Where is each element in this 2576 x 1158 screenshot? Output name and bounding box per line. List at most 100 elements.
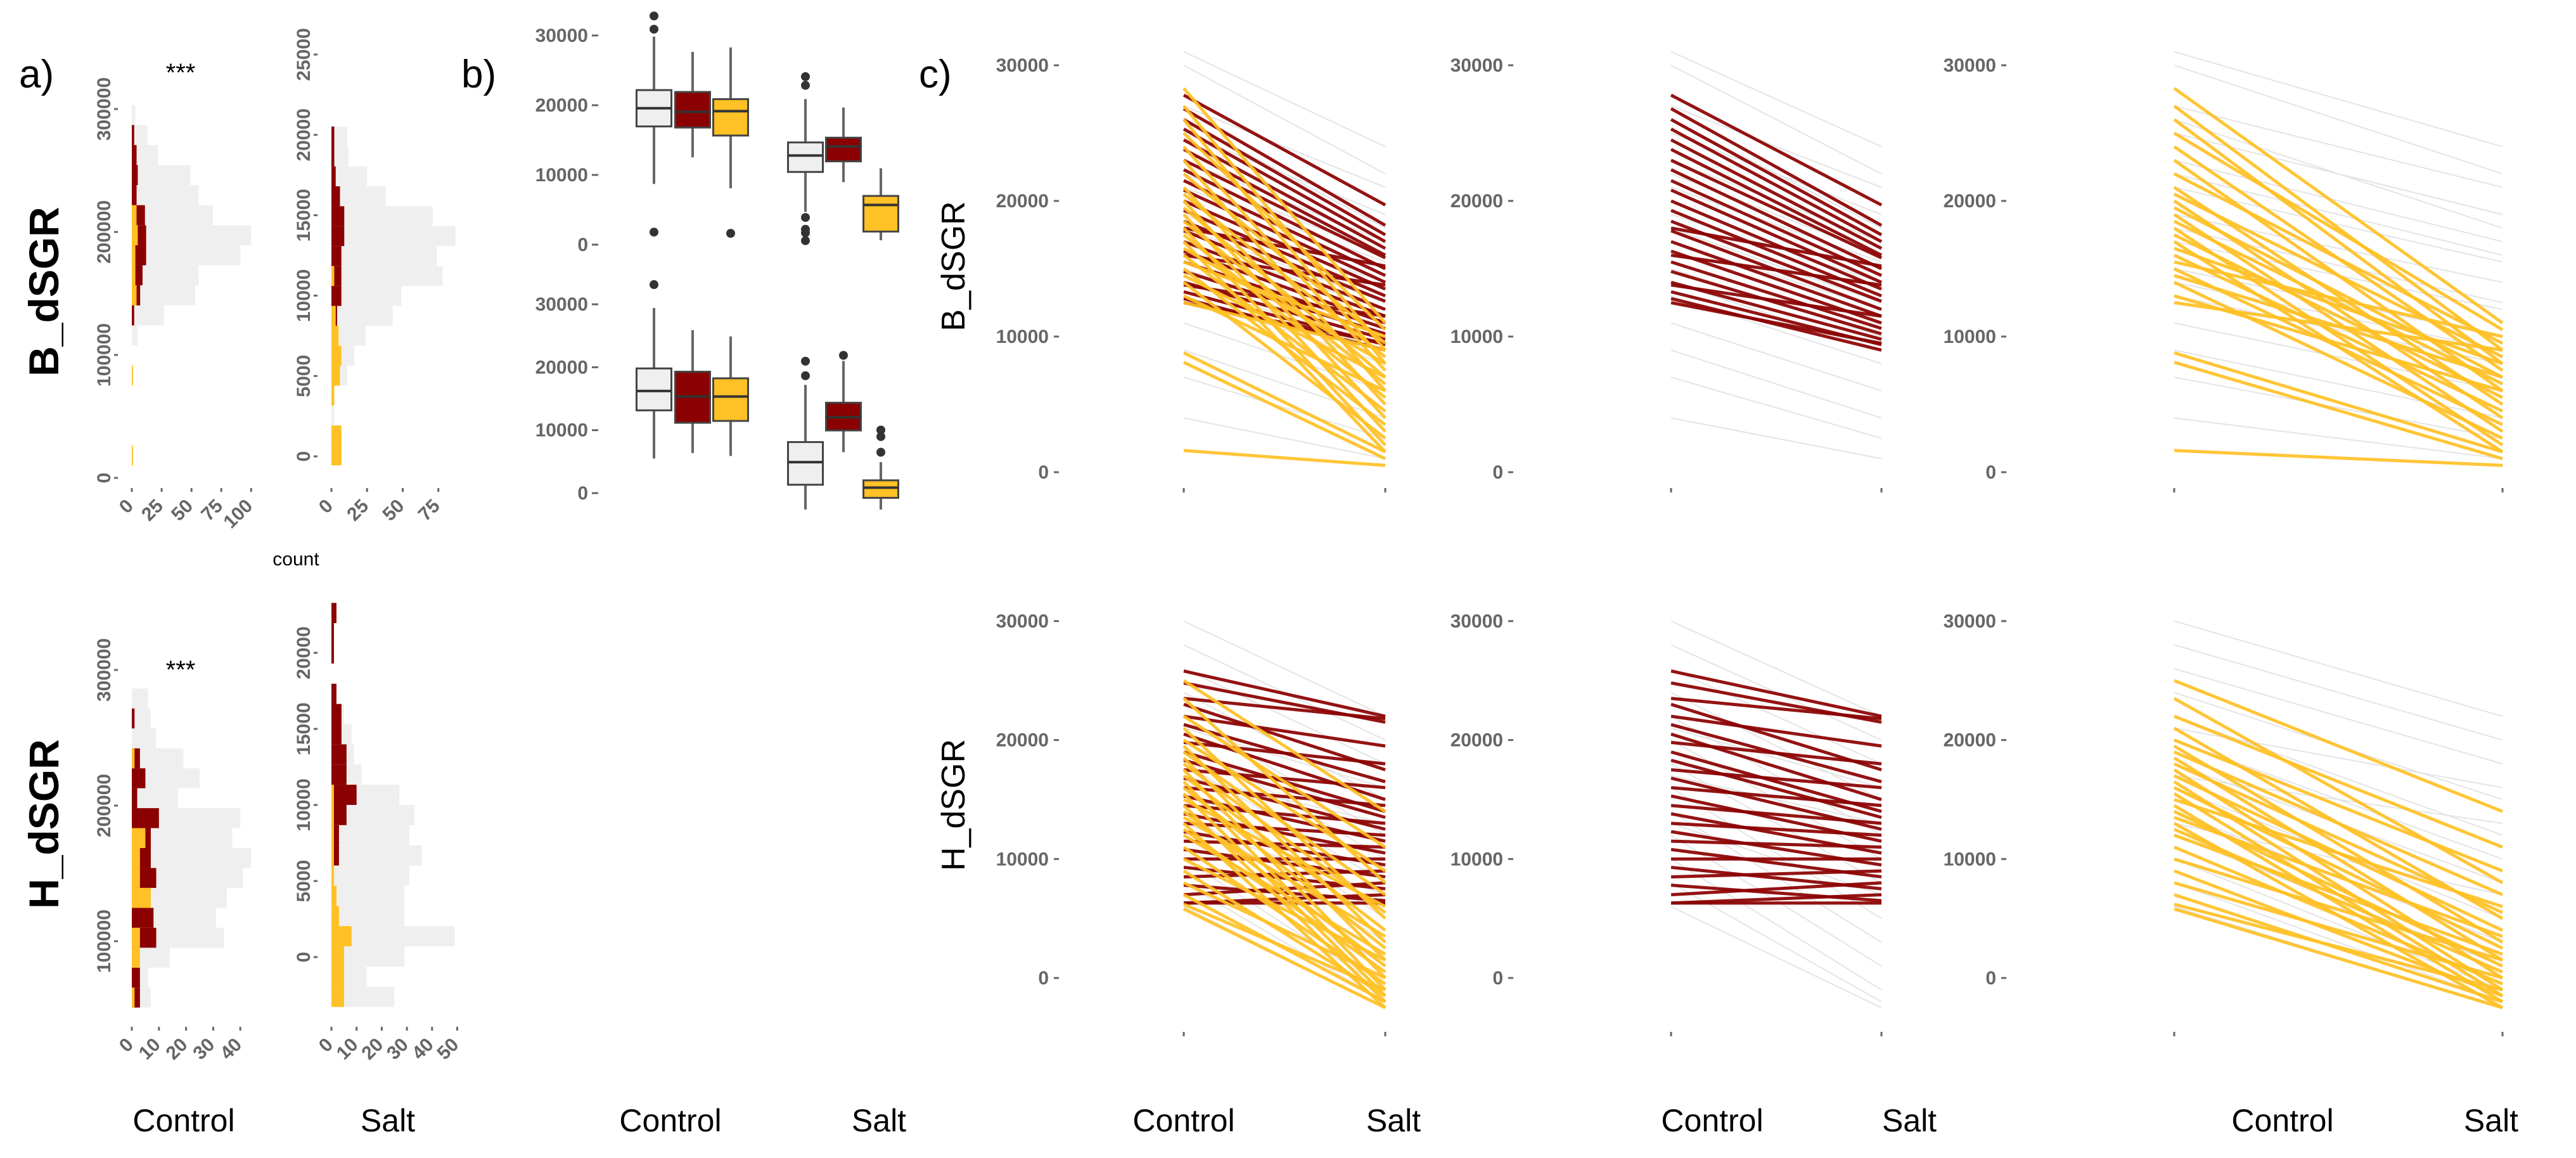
series-line-yellow xyxy=(1182,227,1387,446)
y-tick-label: 0 xyxy=(1492,968,1503,989)
y-tick-label: 0 xyxy=(94,473,115,484)
series-line-red xyxy=(1183,714,1386,748)
histogram-bar-red xyxy=(331,286,342,306)
series-line-all xyxy=(2174,417,2503,460)
histogram-bar-all xyxy=(132,205,214,226)
histogram-bar-yellow xyxy=(331,785,334,805)
histogram-bar-yellow xyxy=(331,306,336,326)
series-line-yellow xyxy=(1182,132,1387,331)
histogram-bar-all xyxy=(331,865,410,886)
histogram-bar-yellow xyxy=(132,847,140,868)
box-outlier xyxy=(876,425,885,435)
box-outlier xyxy=(839,351,848,360)
series-line-red xyxy=(1670,839,1882,849)
histogram-bar-yellow xyxy=(132,225,138,245)
y-tick-label: 25000 xyxy=(293,28,314,80)
histogram-bar-red xyxy=(132,788,138,809)
series-line-yellow xyxy=(2174,798,2503,908)
series-line-all xyxy=(1183,620,1386,717)
series-line-red xyxy=(1183,669,1386,718)
box-outlier xyxy=(801,72,810,81)
series-line-yellow xyxy=(1182,351,1387,454)
histogram-bar-red xyxy=(331,126,335,147)
series-line-all xyxy=(2174,620,2503,717)
box-yellow xyxy=(712,98,749,137)
y-tick-label: 30000 xyxy=(996,55,1049,76)
histogram-bar-all xyxy=(331,266,443,286)
histogram-bar-red xyxy=(331,206,345,226)
series-line-red xyxy=(1183,804,1386,825)
y-tick-label: 100000 xyxy=(94,323,115,387)
x-tick-label: 100 xyxy=(220,496,257,533)
histogram-bar-yellow xyxy=(331,385,335,406)
series-line-all xyxy=(2174,668,2503,765)
series-line-yellow xyxy=(1182,254,1387,413)
histogram-bar-all xyxy=(331,246,437,266)
y-tick-label: 10000 xyxy=(535,165,588,186)
box-all xyxy=(787,141,824,173)
series-line-yellow xyxy=(1182,247,1387,365)
y-tick-label: 300000 xyxy=(94,638,115,702)
series-line-red xyxy=(1670,821,1882,837)
y-tick-label: 20000 xyxy=(293,108,314,161)
series-line-yellow xyxy=(1182,679,1387,813)
significance-bottom: *** xyxy=(166,656,196,684)
x-label-control-c1: Control xyxy=(1132,1103,1234,1138)
histogram-bar-all xyxy=(331,166,368,186)
histogram-bar-yellow xyxy=(132,245,136,266)
histogram-bar-yellow xyxy=(331,986,344,1007)
histogram-bar-all xyxy=(331,885,405,906)
series-line-yellow xyxy=(2174,301,2503,352)
y-tick-label: 10000 xyxy=(1944,849,1996,870)
y-tick-label: 0 xyxy=(1038,968,1049,989)
y-tick-label: 20000 xyxy=(535,357,588,378)
series-line-yellow xyxy=(2173,267,2504,427)
series-line-all xyxy=(2174,65,2503,175)
row-label-h-panel-a: H_dSGR xyxy=(20,739,67,909)
series-line-yellow xyxy=(2174,247,2503,366)
histogram-bar-all xyxy=(132,165,191,186)
series-line-all xyxy=(2174,159,2503,243)
y-tick-label: 20000 xyxy=(996,191,1049,212)
series-line-red xyxy=(1670,740,1882,766)
histogram-bar-yellow xyxy=(331,825,334,846)
histogram-bar-yellow xyxy=(331,966,344,987)
series-line-yellow xyxy=(2173,206,2504,379)
series-line-all xyxy=(1183,376,1386,439)
series-line-yellow xyxy=(1182,105,1387,351)
series-line-yellow xyxy=(2173,219,2504,386)
y-tick-label: 30000 xyxy=(1944,611,1996,632)
x-label-salt-a: Salt xyxy=(361,1103,415,1138)
histogram-bar-yellow xyxy=(132,868,140,888)
box-red xyxy=(825,136,862,163)
series-line-all xyxy=(1670,281,1882,351)
box-yellow xyxy=(862,479,899,499)
histogram-bar-all xyxy=(132,708,151,729)
histogram-bar-red xyxy=(331,226,345,247)
series-line-yellow xyxy=(2174,857,2503,962)
series-line-red xyxy=(1670,869,1882,878)
histogram-bar-all xyxy=(331,306,393,326)
histogram-bar-all xyxy=(331,226,456,247)
significance-top: *** xyxy=(166,59,196,87)
series-line-yellow xyxy=(2174,881,2503,980)
series-line-yellow xyxy=(2173,233,2504,399)
histogram-bar-red xyxy=(331,845,339,866)
x-label-salt-b: Salt xyxy=(852,1103,906,1138)
series-line-yellow xyxy=(1182,714,1387,849)
series-line-red xyxy=(1182,199,1387,291)
histogram-bar-all xyxy=(132,847,252,868)
series-line-yellow xyxy=(2173,697,2504,885)
series-line-yellow xyxy=(2174,903,2503,992)
series-line-red xyxy=(1183,768,1386,790)
series-line-yellow xyxy=(1183,449,1386,467)
y-tick-label: 0 xyxy=(577,235,588,255)
histogram-bar-red xyxy=(132,768,146,788)
x-tick-label: 75 xyxy=(414,496,444,525)
x-label-control-c3: Control xyxy=(2231,1103,2333,1138)
series-line-red xyxy=(1670,786,1882,807)
y-tick-label: 0 xyxy=(1985,462,1996,483)
histogram-bar-yellow xyxy=(132,948,140,968)
box-outlier xyxy=(801,228,810,238)
